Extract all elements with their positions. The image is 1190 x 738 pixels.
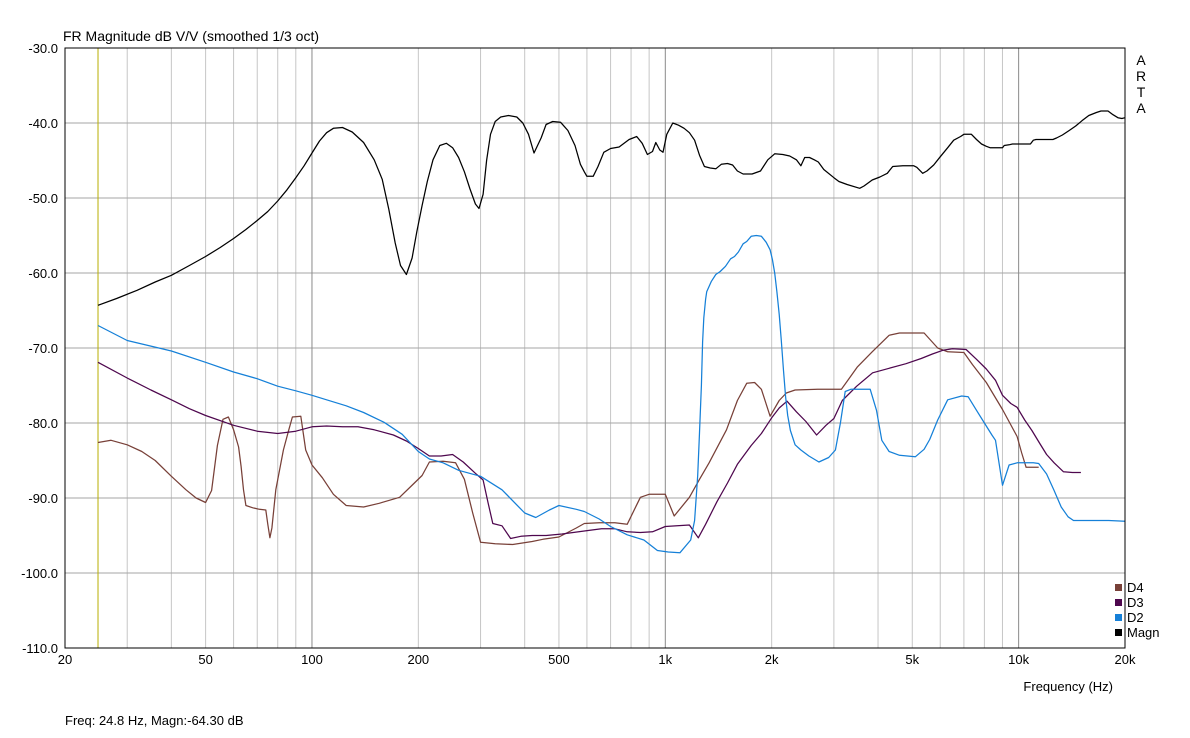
watermark-letter: A: [1136, 100, 1146, 116]
legend-swatch-icon: [1115, 614, 1122, 621]
x-tick-label: 20: [57, 652, 73, 667]
curve-d2: [97, 234, 1126, 554]
y-tick-label: -60.0: [28, 266, 58, 281]
legend-label: D3: [1127, 595, 1144, 610]
y-tick-label: -30.0: [28, 41, 58, 56]
x-tick-label: 100: [301, 652, 323, 667]
watermark-letter: R: [1135, 68, 1147, 84]
y-tick-label: -50.0: [28, 191, 58, 206]
x-tick-label: 5k: [905, 652, 920, 667]
x-tick-label: 1k: [658, 652, 673, 667]
legend: D4 D3 D2 Magn: [1115, 580, 1160, 640]
watermark-letter: T: [1136, 84, 1146, 100]
y-tick-label: -90.0: [28, 491, 58, 506]
curve-magn: [97, 110, 1126, 306]
y-axis-tick-labels: -30.0 -40.0 -50.0 -60.0 -70.0 -80.0 -90.0 -100.…: [0, 0, 58, 738]
y-tick-label: -80.0: [28, 416, 58, 431]
y-tick-label: -110.0: [22, 641, 58, 656]
legend-swatch-icon: [1115, 629, 1122, 636]
legend-label: D2: [1127, 610, 1144, 625]
curve-d3: [97, 348, 1081, 540]
legend-item-magn: Magn: [1115, 625, 1160, 640]
cursor-status-readout: Freq: 24.8 Hz, Magn:-64.30 dB D2:-2.66 d…: [65, 676, 295, 738]
legend-swatch-icon: [1115, 584, 1122, 591]
legend-item-d2: D2: [1115, 610, 1160, 625]
x-tick-label: 200: [407, 652, 430, 667]
x-tick-label: 500: [548, 652, 570, 667]
chart-title: FR Magnitude dB V/V (smoothed 1/3 oct): [63, 28, 320, 44]
legend-label: Magn: [1127, 625, 1160, 640]
y-tick-label: -40.0: [28, 116, 58, 131]
x-tick-label: 2k: [764, 652, 779, 667]
x-tick-label: 50: [198, 652, 213, 667]
x-tick-label: 20k: [1114, 652, 1136, 667]
legend-item-d3: D3: [1115, 595, 1160, 610]
legend-swatch-icon: [1115, 599, 1122, 606]
legend-item-d4: D4: [1115, 580, 1160, 595]
legend-label: D4: [1127, 580, 1144, 595]
y-tick-label: -100.0: [21, 566, 58, 581]
watermark-letter: A: [1136, 52, 1146, 68]
x-axis-title: Frequency (Hz): [1023, 679, 1113, 694]
status-freq-magn: Freq: 24.8 Hz, Magn:-64.30 dB: [65, 713, 244, 728]
curve-d4: [97, 332, 1039, 546]
y-tick-label: -70.0: [28, 341, 58, 356]
plot-border: [64, 47, 1126, 649]
x-tick-label: 10k: [1008, 652, 1030, 667]
